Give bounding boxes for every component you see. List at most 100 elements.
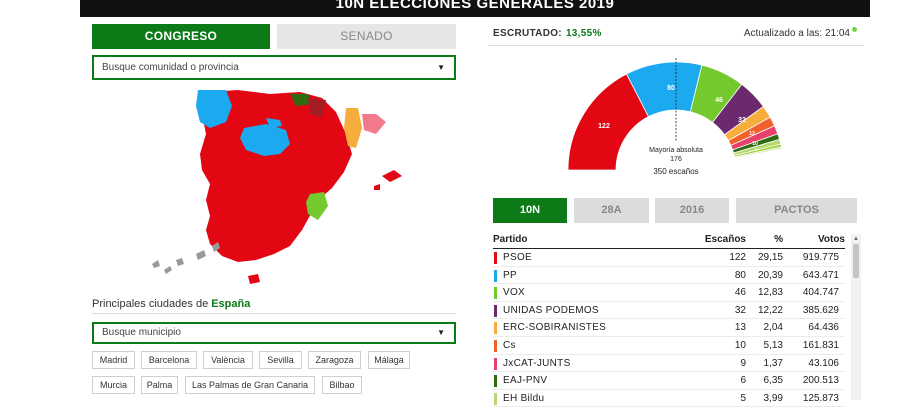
table-row[interactable]: PSOE 122 29,15 919.775 — [493, 249, 845, 267]
region-murcia-vox[interactable] — [306, 192, 328, 220]
region-cantabria-castilla-pp[interactable] — [240, 124, 290, 156]
majority-label: Mayoría absoluta — [649, 147, 703, 154]
seat-label: 9 — [755, 147, 758, 152]
region-navarra[interactable] — [308, 98, 326, 118]
region-select[interactable]: Busque comunidad o provincia ▼ — [92, 55, 456, 80]
table-row[interactable]: UNIDAS PODEMOS 32 12,22 385.629 — [493, 302, 845, 320]
party-color-swatch — [494, 252, 497, 264]
region-mainland-psoe[interactable] — [200, 90, 352, 262]
party-seats: 46 — [734, 287, 746, 299]
tab-2016[interactable]: 2016 — [655, 198, 729, 223]
tab-10n[interactable]: 10N — [493, 198, 567, 223]
chevron-down-icon: ▼ — [437, 328, 445, 337]
region-euskadi-pnv[interactable] — [290, 94, 312, 106]
scrollbar-thumb[interactable] — [853, 244, 859, 278]
party-pct: 12,22 — [757, 304, 783, 316]
row-divider — [493, 300, 845, 302]
last-updated-text: Actualizado a las: 21:04 — [743, 28, 850, 39]
city-chip[interactable]: Bilbao — [322, 376, 362, 394]
party-color-swatch — [494, 304, 497, 317]
hemicycle-arcs — [567, 61, 783, 171]
city-chip[interactable]: Las Palmas de Gran Canaria — [185, 376, 315, 394]
table-row[interactable]: EH Bildu 5 3,99 125.873 — [493, 390, 845, 407]
canary-islands — [152, 242, 260, 284]
party-votes: 64.436 — [808, 322, 839, 334]
hemicycle-chart: 122 80 46 32 13 10 9 Mayoría absoluta 17… — [567, 58, 783, 176]
row-divider — [493, 371, 845, 373]
city-chip[interactable]: Málaga — [368, 351, 410, 369]
party-name: UNIDAS PODEMOS — [503, 304, 599, 316]
party-votes: 43.106 — [808, 357, 839, 369]
party-votes: 643.471 — [802, 269, 839, 281]
party-name: EAJ-PNV — [503, 375, 548, 387]
city-chip[interactable]: València — [203, 351, 253, 369]
party-seats: 9 — [740, 357, 746, 369]
total-seats: 350 escaños — [653, 167, 698, 176]
header-votes: Votos — [817, 234, 845, 245]
header-party: Partido — [493, 234, 528, 245]
chevron-down-icon: ▼ — [437, 63, 445, 72]
party-seats: 6 — [740, 375, 746, 387]
live-indicator-icon — [852, 27, 857, 32]
table-row[interactable]: EAJ-PNV 6 6,35 200.513 — [493, 372, 845, 390]
municipality-select[interactable]: Busque municipio ▼ — [92, 322, 456, 344]
party-pct: 29,15 — [757, 252, 783, 263]
party-votes: 200.513 — [802, 375, 839, 387]
row-divider — [493, 283, 845, 285]
party-color-swatch — [494, 322, 497, 335]
cities-country-link[interactable]: España — [211, 298, 251, 310]
scrutiny-label: ESCRUTADO: — [493, 28, 562, 39]
seat-label: 122 — [598, 123, 610, 130]
region-aragon-lleida-erc[interactable] — [344, 108, 362, 148]
region-castilla-pp[interactable] — [266, 118, 282, 128]
party-votes: 385.629 — [802, 304, 839, 316]
party-name: Cs — [503, 340, 516, 351]
mainland — [196, 90, 386, 262]
party-seats: 32 — [734, 304, 746, 316]
city-chip[interactable]: Zaragoza — [308, 351, 361, 369]
city-chip[interactable]: Madrid — [92, 351, 135, 369]
table-row[interactable]: PP 80 20,39 643.471 — [493, 267, 845, 285]
party-seats: 13 — [734, 322, 746, 334]
results-scrollbar[interactable]: ▲ — [851, 234, 861, 400]
city-chip[interactable]: Sevilla — [259, 351, 302, 369]
party-name: VOX — [503, 287, 526, 299]
spain-results-map[interactable] — [140, 84, 420, 294]
party-pct: 3,99 — [763, 392, 783, 404]
table-row[interactable]: Cs 10 5,13 161.831 — [493, 337, 845, 355]
municipality-select-placeholder: Busque municipio — [102, 327, 181, 338]
table-row[interactable]: JxCAT-JUNTS 9 1,37 43.106 — [493, 355, 845, 373]
party-pct: 2,04 — [763, 322, 783, 334]
city-chip[interactable]: Murcia — [92, 376, 135, 394]
tab-pactos[interactable]: PACTOS — [736, 198, 857, 223]
divider — [488, 45, 864, 46]
header-title: 10N ELECCIONES GENERALES 2019 — [335, 0, 615, 12]
header-pct: % — [774, 234, 783, 245]
scrutiny-value: 13,55% — [565, 28, 602, 39]
region-galicia-pp[interactable] — [196, 90, 232, 128]
party-color-swatch — [494, 340, 497, 352]
seat-labels: 122 80 46 32 13 10 9 — [598, 85, 758, 152]
city-chip[interactable]: Palma — [141, 376, 178, 394]
region-select-placeholder: Busque comunidad o provincia — [102, 62, 239, 73]
table-row[interactable]: ERC-SOBIRANISTES 13 2,04 64.436 — [493, 319, 845, 337]
table-row[interactable]: VOX 46 12,83 404.747 — [493, 284, 845, 302]
row-divider — [493, 335, 845, 337]
hemicycle-center-text: Mayoría absoluta 176 350 escaños — [649, 147, 703, 176]
party-color-swatch — [494, 287, 497, 300]
party-color-swatch — [494, 375, 497, 388]
header-divider — [493, 248, 845, 249]
region-girona-jxcat[interactable] — [362, 114, 386, 134]
scroll-up-icon[interactable]: ▲ — [853, 236, 859, 242]
party-pct: 20,39 — [757, 269, 783, 281]
balearic-islands — [374, 170, 402, 190]
city-chip[interactable]: Barcelona — [141, 351, 197, 369]
tab-28a[interactable]: 28A — [574, 198, 649, 223]
party-pct: 1,37 — [763, 357, 783, 369]
row-divider — [493, 265, 845, 267]
party-seats: 10 — [734, 340, 746, 351]
tab-senado[interactable]: SENADO — [277, 24, 456, 49]
party-name: JxCAT-JUNTS — [503, 357, 571, 369]
divider — [92, 313, 456, 314]
tab-congreso[interactable]: CONGRESO — [92, 24, 270, 49]
